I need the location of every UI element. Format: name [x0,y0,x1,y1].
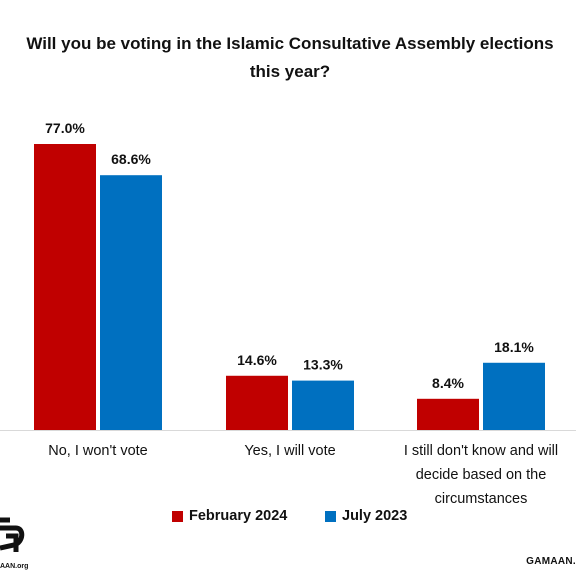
bar-july-2023-2 [483,362,545,430]
logo-text: AAN.org [0,563,29,570]
category-label-0: No, I won't vote [0,439,198,463]
legend-label: February 2024 [189,508,288,524]
legend-label: July 2023 [342,508,408,524]
data-label: 13.3% [303,357,343,373]
category-label-line: Yes, I will vote [244,443,336,459]
data-label: 18.1% [494,339,534,355]
bar-february-2024-1 [226,375,288,430]
category-label-2: I still don't know and will decide based … [381,439,576,511]
chart-title-line-2: this year? [249,62,331,81]
bar-february-2024-2 [417,398,479,430]
data-label: 77.0% [45,120,85,136]
category-label-line: circumstances [434,491,528,507]
category-label-line: No, I won't vote [48,443,148,459]
legend-swatch [325,510,336,522]
data-label: 8.4% [432,375,464,391]
brand-name: GAMAAN. [526,556,576,567]
bar-july-2023-1 [292,380,354,430]
legend: February 2024 July 2023 [0,508,576,528]
category-label-line: decide based on the [415,467,547,483]
category-label-1: Yes, I will vote [190,439,390,463]
data-label: 14.6% [237,352,277,368]
legend-item-february-2024: February 2024 [172,508,287,524]
category-label-line: I still don't know and will [403,443,559,459]
legend-item-july-2023: July 2023 [325,508,407,524]
chart-title-line-1: Will you be voting in the Islamic Consul… [26,34,554,53]
legend-swatch [172,510,183,522]
chart-title: Will you be voting in the Islamic Consul… [20,30,560,86]
bar-february-2024-0 [34,144,96,430]
data-label: 68.6% [111,151,151,167]
bar-july-2023-0 [100,175,162,430]
gamaan-logo-icon [0,517,25,552]
